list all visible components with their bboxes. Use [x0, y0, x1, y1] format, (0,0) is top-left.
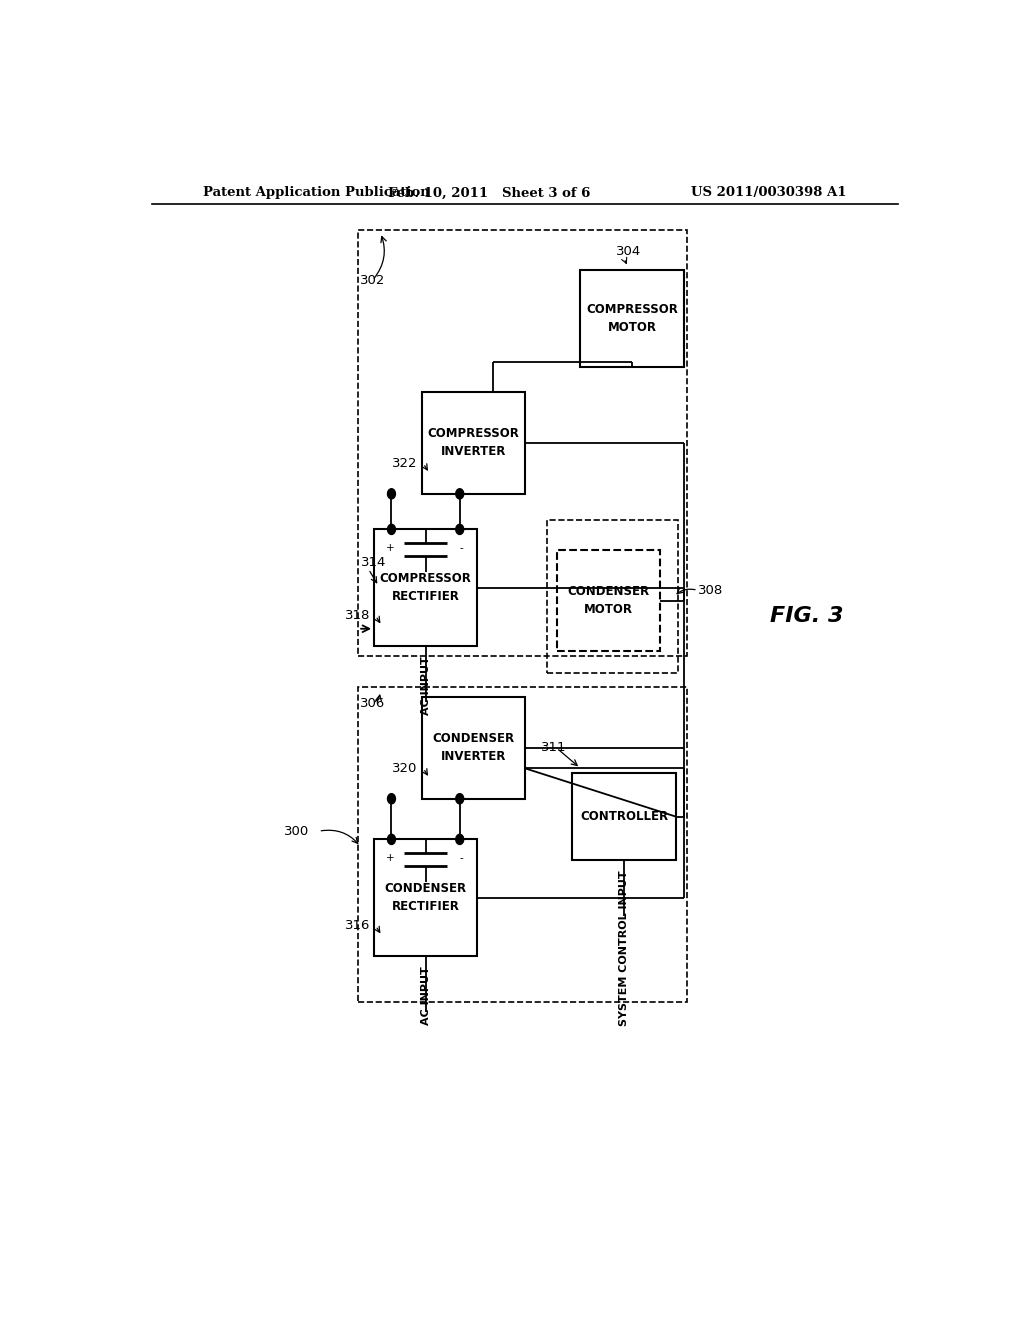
- Text: Feb. 10, 2011   Sheet 3 of 6: Feb. 10, 2011 Sheet 3 of 6: [388, 186, 590, 199]
- Circle shape: [456, 524, 464, 535]
- Bar: [358, 686, 687, 1002]
- Text: -: -: [460, 853, 463, 863]
- Circle shape: [456, 834, 464, 845]
- Text: AC INPUT: AC INPUT: [421, 966, 431, 1026]
- Bar: [358, 230, 687, 656]
- Text: Patent Application Publication: Patent Application Publication: [204, 186, 430, 199]
- Text: COMPRESSOR
INVERTER: COMPRESSOR INVERTER: [427, 428, 519, 458]
- Circle shape: [387, 793, 395, 804]
- Text: US 2011/0030398 A1: US 2011/0030398 A1: [691, 186, 846, 199]
- Bar: [374, 529, 477, 647]
- Bar: [422, 392, 524, 494]
- Circle shape: [456, 488, 464, 499]
- Bar: [581, 271, 684, 367]
- Text: -: -: [460, 543, 463, 553]
- Text: +: +: [386, 543, 394, 553]
- Circle shape: [387, 488, 395, 499]
- Text: CONTROLLER: CONTROLLER: [580, 810, 668, 822]
- Text: 302: 302: [359, 273, 385, 286]
- Bar: [547, 520, 678, 673]
- Text: 322: 322: [392, 457, 418, 470]
- Text: 316: 316: [345, 919, 370, 932]
- Text: AC INPUT: AC INPUT: [421, 656, 431, 715]
- Text: CONDENSER
RECTIFIER: CONDENSER RECTIFIER: [385, 882, 467, 913]
- Text: FIG. 3: FIG. 3: [770, 606, 844, 626]
- Text: COMPRESSOR
RECTIFIER: COMPRESSOR RECTIFIER: [380, 573, 471, 603]
- Text: 300: 300: [284, 825, 309, 838]
- Text: CONDENSER
INVERTER: CONDENSER INVERTER: [432, 733, 514, 763]
- Bar: [374, 840, 477, 956]
- Text: CONDENSER
MOTOR: CONDENSER MOTOR: [567, 585, 649, 616]
- Text: 304: 304: [616, 246, 641, 257]
- Text: COMPRESSOR
MOTOR: COMPRESSOR MOTOR: [586, 304, 678, 334]
- Text: 306: 306: [359, 697, 385, 710]
- Circle shape: [387, 834, 395, 845]
- Bar: [557, 549, 659, 651]
- Circle shape: [387, 524, 395, 535]
- Text: 311: 311: [541, 742, 566, 755]
- Circle shape: [456, 793, 464, 804]
- Text: 320: 320: [392, 762, 418, 775]
- Bar: [572, 774, 676, 859]
- Text: 318: 318: [345, 610, 370, 622]
- Text: +: +: [386, 853, 394, 863]
- Bar: [422, 697, 524, 799]
- Text: 308: 308: [697, 583, 723, 597]
- Text: SYSTEM CONTROL INPUT: SYSTEM CONTROL INPUT: [618, 870, 629, 1026]
- Text: 314: 314: [361, 556, 387, 569]
